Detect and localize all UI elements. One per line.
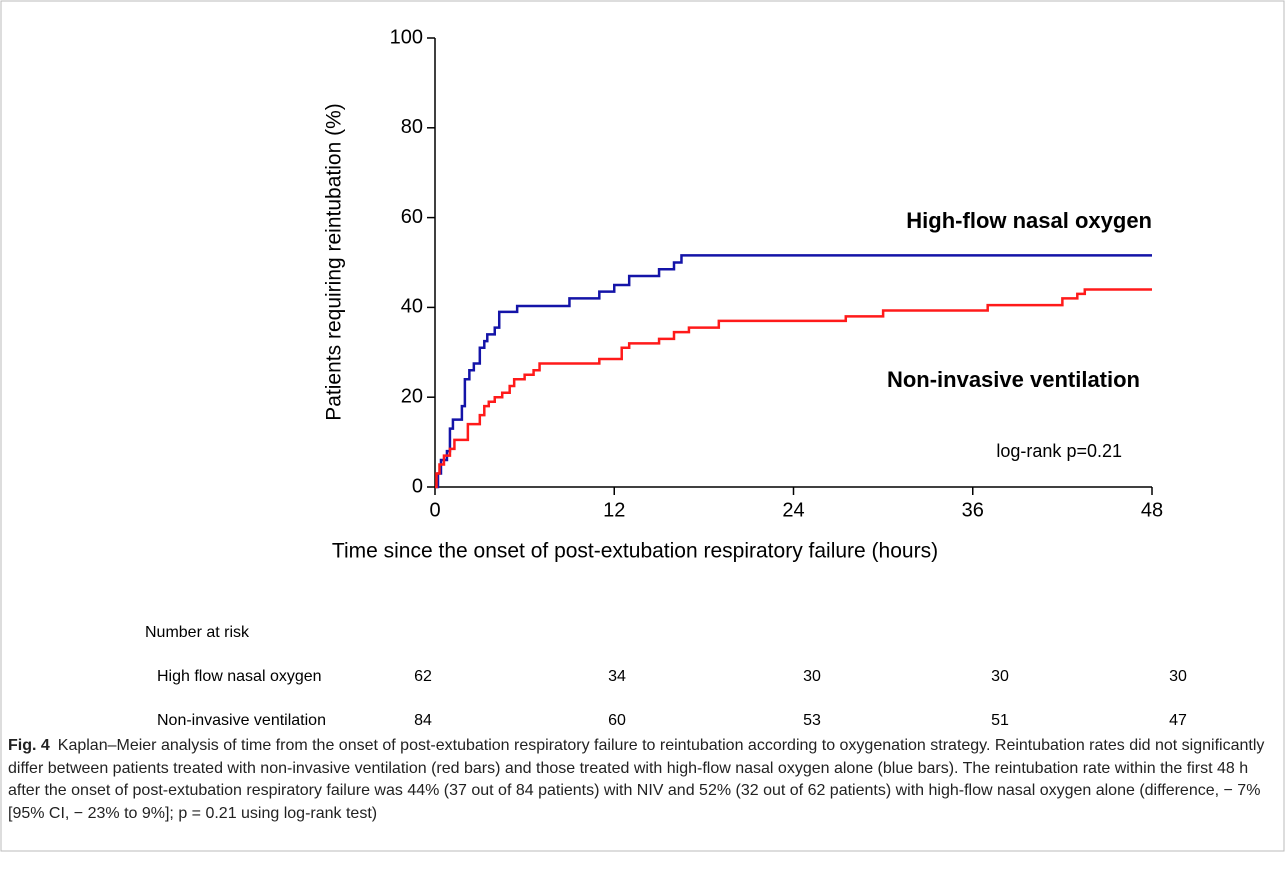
frame (0, 0, 1285, 852)
risk-count: 47 (1169, 712, 1187, 729)
y-axis-label: Patients requiring reintubation (%) (323, 103, 346, 421)
x-tick-label: 12 (603, 499, 625, 521)
x-tick-label: 24 (782, 499, 804, 521)
risk-count: 34 (608, 668, 626, 685)
risk-count: 51 (991, 712, 1009, 729)
y-tick-label: 60 (401, 206, 423, 228)
risk-count: 53 (803, 712, 821, 729)
series-label: High-flow nasal oxygen (906, 208, 1152, 233)
y-tick-label: 0 (412, 475, 423, 497)
caption: Fig. 4 Kaplan–Meier analysis of time from… (8, 735, 1270, 825)
y-tick-label: 80 (401, 116, 423, 138)
km-curve (435, 288, 1152, 489)
x-tick-label: 0 (429, 499, 440, 521)
x-axis-label: Time since the onset of post-extubation … (332, 540, 938, 563)
series-label: Non-invasive ventilation (887, 367, 1140, 392)
risk-count: 30 (1169, 668, 1187, 685)
y-tick-label: 40 (401, 296, 423, 318)
km-curve (435, 254, 1152, 489)
y-tick-label: 100 (390, 26, 423, 48)
annotation: log-rank p=0.21 (996, 441, 1122, 461)
x-tick-label: 48 (1141, 499, 1163, 521)
risk-count: 30 (991, 668, 1009, 685)
risk-count: 62 (414, 668, 432, 685)
risk-row-label: High flow nasal oxygen (157, 668, 322, 685)
caption-text: Kaplan–Meier analysis of time from the o… (8, 737, 1265, 822)
risk-row-label: Non-invasive ventilation (157, 712, 326, 729)
risk-title: Number at risk (145, 624, 250, 641)
x-tick-label: 36 (962, 499, 984, 521)
risk-count: 30 (803, 668, 821, 685)
risk-count: 84 (414, 712, 432, 729)
y-tick-label: 20 (401, 385, 423, 407)
risk-count: 60 (608, 712, 626, 729)
caption-label: Fig. 4 (8, 737, 50, 754)
